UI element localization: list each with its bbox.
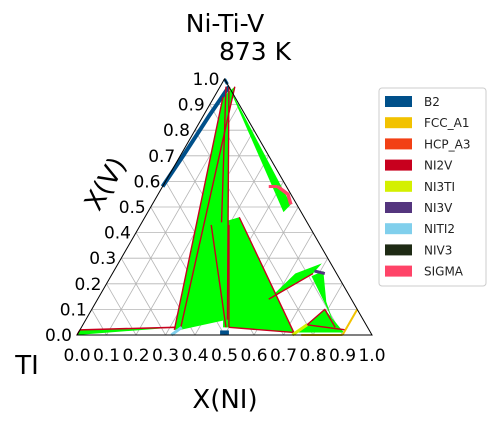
legend-swatch: [385, 159, 412, 171]
phase-region: [268, 263, 322, 300]
chart-title: Ni-Ti-V: [186, 9, 264, 38]
phase-region: [221, 217, 294, 333]
y-tick-label: 0.4: [104, 224, 131, 244]
phase-region: [296, 309, 344, 333]
ni2v-boundary: [268, 272, 314, 300]
x-tick-label: 1.0: [358, 346, 385, 366]
legend-swatch: [385, 223, 412, 235]
x-tick-label: 0.1: [93, 346, 120, 366]
legend-swatch: [385, 180, 412, 192]
legend-swatch: [385, 138, 412, 150]
ni2v-boundary: [173, 96, 224, 331]
corner-label-ti: TI: [14, 351, 39, 381]
ni3v-boundary: [314, 269, 326, 276]
x-tick-label: 0.3: [152, 346, 179, 366]
ni2v-boundary: [79, 326, 176, 331]
legend-label: NI3TI: [424, 180, 455, 194]
x-tick-label: 0.7: [270, 346, 297, 366]
grid-line-z: [106, 283, 137, 336]
x-tick-labels: 0.0 0.1 0.2 0.3 0.4 0.5 0.6 0.7 0.8 0.9 1.0: [63, 346, 385, 366]
chart-subtitle: 873 K: [219, 37, 292, 66]
ni2v-boundary: [228, 326, 294, 334]
fcc-boundary: [341, 308, 359, 336]
legend-swatch: [385, 202, 412, 213]
y-tick-label: 0.5: [119, 198, 146, 218]
legend-swatch: [385, 244, 412, 256]
x-tick-label: 0.0: [63, 346, 90, 366]
phase-boundaries: [76, 78, 359, 337]
legend-label: B2: [424, 95, 440, 109]
phase-region: [311, 271, 336, 328]
ni2v-boundary: [210, 224, 227, 328]
y-tick-label: 0.6: [133, 172, 160, 192]
grid-line-z: [120, 258, 166, 336]
y-tick-label: 0.0: [45, 326, 72, 346]
legend-label: SIGMA: [424, 265, 464, 279]
legend: B2 FCC_A1 HCP_A3 NI2V NI3TI NI3V NITI2 NIV3 SIGM…: [378, 87, 487, 287]
y-tick-label: 0.9: [178, 96, 205, 116]
legend-label: NI2V: [424, 159, 453, 173]
x-tick-label: 0.8: [299, 346, 326, 366]
niti2-boundary: [170, 326, 183, 337]
ni2v-boundary: [226, 86, 230, 320]
phase-regions: [77, 84, 344, 335]
legend-swatch: [385, 96, 412, 107]
legend-label: NI3V: [424, 201, 453, 215]
legend-label: HCP_A3: [424, 137, 470, 151]
y-tick-label: 0.3: [89, 249, 116, 269]
sigma-boundary: [276, 185, 293, 205]
triangle-outline: [76, 77, 373, 336]
legend-swatch: [385, 117, 412, 129]
triangle-frame: [76, 77, 373, 336]
phase-region: [180, 86, 229, 330]
x-tick-label: 0.6: [240, 346, 267, 366]
y-tick-label: 0.1: [60, 300, 87, 320]
legend-label: NITI2: [424, 222, 455, 236]
legend-swatch: [385, 265, 412, 277]
ni2v-boundary: [307, 324, 346, 331]
phase-region: [227, 84, 291, 213]
x-tick-label: 0.2: [122, 346, 149, 366]
ni3ti-boundary: [291, 323, 308, 337]
x-axis-label: X(NI): [192, 385, 257, 415]
x-tick-label: 0.4: [181, 346, 208, 366]
y-tick-label: 1.0: [192, 70, 219, 90]
phase-region: [77, 327, 176, 335]
y-tick-label: 0.8: [163, 121, 190, 141]
ni2v-boundary: [220, 86, 227, 223]
ni2v-boundary: [238, 216, 295, 333]
ni2v-boundary: [306, 308, 336, 328]
y-tick-label: 0.7: [148, 147, 175, 167]
y-tick-labels: 0.0 0.1 0.2 0.3 0.4 0.5 0.6 0.7 0.8 0.9 1.0: [45, 70, 220, 346]
y-tick-label: 0.2: [74, 275, 101, 295]
x-tick-label: 0.5: [211, 346, 238, 366]
b2-boundary: [160, 85, 231, 188]
legend-label: NIV3: [424, 243, 452, 257]
legend-box: [378, 87, 487, 287]
x-tick-label: 0.9: [329, 346, 356, 366]
legend-label: FCC_A1: [424, 116, 470, 130]
grid-line-z: [209, 104, 343, 336]
ni2v-boundary: [179, 86, 236, 331]
